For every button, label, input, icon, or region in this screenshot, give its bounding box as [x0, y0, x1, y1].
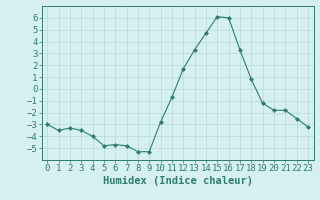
X-axis label: Humidex (Indice chaleur): Humidex (Indice chaleur) — [103, 176, 252, 186]
